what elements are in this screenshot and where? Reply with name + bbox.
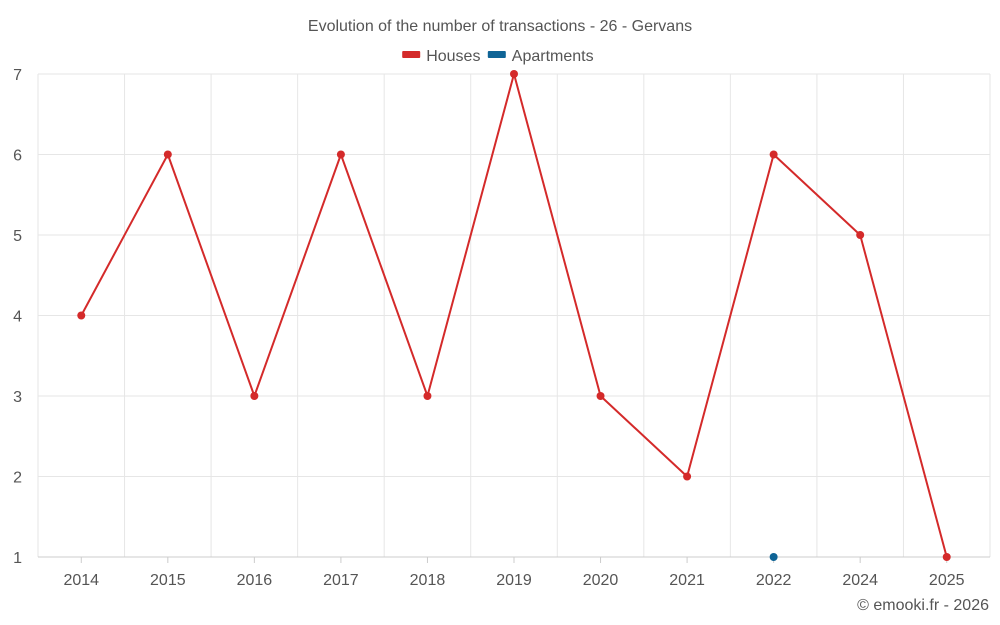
x-tick-label: 2019: [496, 572, 532, 589]
data-point-houses-2017[interactable]: [336, 150, 345, 159]
data-point-houses-2014[interactable]: [77, 311, 86, 320]
y-tick-label: 4: [13, 309, 22, 326]
x-tick-label: 2015: [150, 572, 186, 589]
x-tick-label: 2021: [669, 572, 705, 589]
data-point-houses-2024[interactable]: [856, 231, 865, 239]
data-point-houses-2016[interactable]: [250, 392, 259, 400]
series-layer: [77, 70, 951, 561]
y-tick-label: 1: [13, 550, 22, 567]
x-tick-label: 2022: [756, 572, 792, 589]
x-tick-label: 2014: [63, 572, 99, 589]
grid: [37, 73, 991, 557]
data-point-houses-2021[interactable]: [683, 472, 692, 481]
legend-swatch-apartments: [487, 51, 506, 58]
data-point-apartments-2022[interactable]: [769, 553, 778, 561]
data-point-houses-2019[interactable]: [510, 70, 518, 78]
legend-label-houses: Houses: [426, 48, 480, 65]
y-tick-label: 5: [13, 228, 22, 245]
y-tick-label: 6: [13, 148, 22, 165]
data-point-houses-2018[interactable]: [423, 392, 432, 400]
chart-title: Evolution of the number of transactions …: [308, 18, 692, 35]
y-tick-label: 2: [13, 470, 22, 487]
legend-label-apartments: Apartments: [512, 48, 594, 65]
data-point-houses-2020[interactable]: [596, 392, 605, 400]
data-point-houses-2025[interactable]: [942, 553, 951, 561]
data-point-houses-2022[interactable]: [769, 150, 778, 159]
y-axis: 1 2 3 4 5 6 7: [13, 67, 22, 567]
x-axis: 2014 2015 2016 2017 2018 2019 2020 2021 2022 2024…: [38, 556, 990, 589]
legend[interactable]: Houses Apartments: [402, 48, 594, 65]
x-tick-label: 2024: [842, 572, 878, 589]
y-tick-label: 3: [13, 389, 22, 406]
y-tick-label: 7: [13, 67, 22, 84]
x-tick-label: 2025: [929, 572, 965, 589]
x-tick-label: 2020: [583, 572, 619, 589]
x-tick-label: 2018: [410, 572, 446, 589]
legend-item-houses[interactable]: Houses: [402, 48, 480, 65]
legend-item-apartments[interactable]: Apartments: [487, 48, 594, 65]
data-point-houses-2015[interactable]: [163, 150, 172, 159]
x-tick-label: 2016: [237, 572, 273, 589]
legend-swatch-houses: [402, 51, 421, 58]
x-tick-label: 2017: [323, 572, 359, 589]
credit-text: © emooki.fr - 2026: [857, 597, 989, 614]
